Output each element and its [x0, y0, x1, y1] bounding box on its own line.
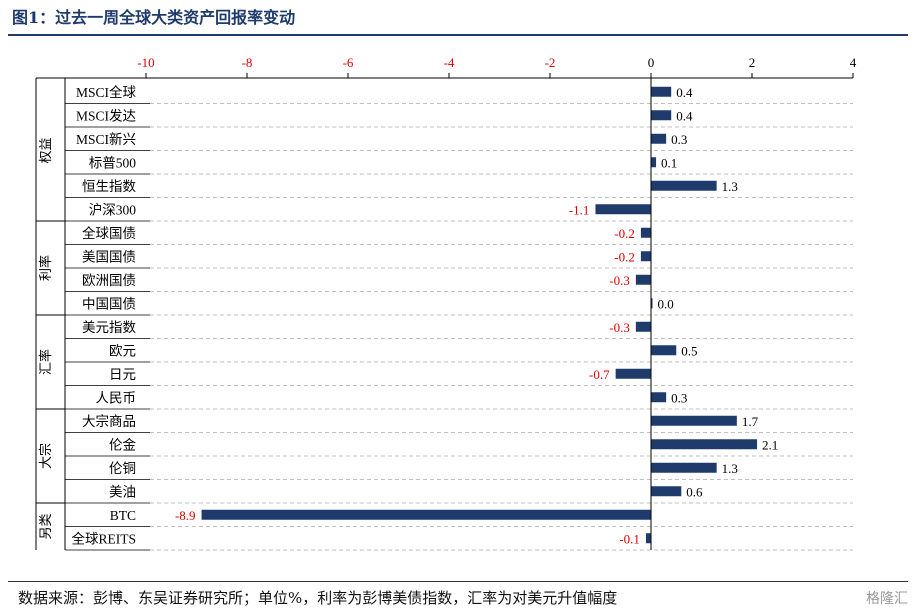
- bar: [651, 415, 737, 426]
- data-label: 2.1: [762, 437, 778, 452]
- x-tick-label: -10: [137, 55, 154, 70]
- data-label: 0.0: [658, 296, 674, 311]
- group-label: 汇率: [38, 349, 53, 375]
- category-label: 大宗商品: [82, 414, 136, 429]
- data-label: 0.4: [676, 85, 693, 100]
- bar: [640, 227, 651, 238]
- data-label: -0.3: [609, 320, 630, 335]
- title-rule: [8, 34, 908, 36]
- x-tick-label: -8: [242, 55, 253, 70]
- bar: [651, 110, 672, 121]
- figure-title: 图1：过去一周全球大类资产回报率变动: [12, 8, 296, 27]
- bar: [595, 204, 651, 215]
- bar-chart: -10 -8 -6 -4 -2 0 2 4 MSCI全球 0.4 MSCI发达 0.4 MSCI新兴 0.…: [35, 55, 857, 551]
- bar: [651, 133, 667, 144]
- data-label: 0.4: [676, 108, 693, 123]
- data-label: 1.3: [722, 179, 738, 194]
- category-label: 全球REITS: [71, 530, 136, 546]
- bar: [201, 509, 652, 520]
- data-label: -0.3: [609, 273, 630, 288]
- data-label: -8.9: [175, 508, 196, 523]
- category-label: 中国国债: [82, 296, 136, 311]
- x-tick-label: -6: [343, 55, 354, 70]
- category-label: 欧元: [109, 343, 136, 358]
- data-label: -0.7: [589, 367, 610, 382]
- data-label: 0.3: [671, 132, 687, 147]
- bar: [651, 180, 717, 191]
- x-tick-label: -2: [545, 55, 556, 70]
- watermark-logo: 格隆汇: [866, 591, 908, 607]
- x-tick-label: -4: [444, 55, 455, 70]
- category-label: 美国国债: [82, 249, 136, 264]
- category-label: 日元: [109, 367, 136, 382]
- group-label: 大宗: [38, 443, 53, 469]
- data-label: -0.1: [619, 531, 640, 546]
- category-label: 美元指数: [82, 320, 136, 335]
- category-label: BTC: [110, 508, 136, 523]
- source-note: 数据来源：彭博、东吴证券研究所；单位%，利率为彭博美债指数，汇率为对美元升值幅度: [18, 589, 618, 607]
- category-label: 全球国债: [82, 225, 136, 241]
- data-label: 0.5: [681, 343, 697, 358]
- bar: [651, 392, 667, 403]
- category-label: 伦铜: [109, 461, 136, 476]
- bar: [645, 533, 651, 544]
- bar: [651, 462, 717, 473]
- category-label: 人民币: [96, 390, 137, 405]
- group-label: 利率: [38, 255, 53, 281]
- bar: [651, 439, 758, 450]
- footer-rule: [8, 581, 908, 582]
- category-label: 美油: [109, 484, 136, 499]
- bar: [651, 86, 672, 97]
- bar: [651, 345, 677, 356]
- bar: [635, 274, 651, 285]
- category-label: MSCI发达: [76, 108, 137, 123]
- group-label: 权益: [38, 137, 53, 163]
- x-tick-label: 0: [648, 55, 655, 70]
- data-label: 0.1: [661, 155, 677, 170]
- data-label: 0.3: [671, 390, 687, 405]
- category-label: 恒生指数: [82, 179, 136, 194]
- bar: [651, 157, 657, 168]
- data-label: -0.2: [614, 249, 635, 264]
- group-label: 另类: [38, 513, 53, 539]
- x-tick-label: 2: [749, 55, 756, 70]
- bar: [615, 368, 651, 379]
- data-label: 0.6: [686, 484, 703, 499]
- category-label: 沪深300: [89, 202, 136, 217]
- bar: [651, 298, 653, 309]
- category-label: 伦金: [109, 437, 136, 452]
- data-label: 1.3: [722, 461, 738, 476]
- data-label: -0.2: [614, 226, 635, 241]
- x-tick-label: 4: [850, 55, 857, 70]
- category-label: MSCI全球: [76, 84, 137, 100]
- category-label: 标普500: [89, 155, 136, 170]
- bar: [651, 486, 682, 497]
- data-label: -1.1: [569, 202, 590, 217]
- category-label: MSCI新兴: [76, 132, 136, 147]
- bar: [640, 251, 651, 262]
- bar: [635, 321, 651, 332]
- data-label: 1.7: [742, 414, 759, 429]
- category-label: 欧洲国债: [82, 273, 136, 288]
